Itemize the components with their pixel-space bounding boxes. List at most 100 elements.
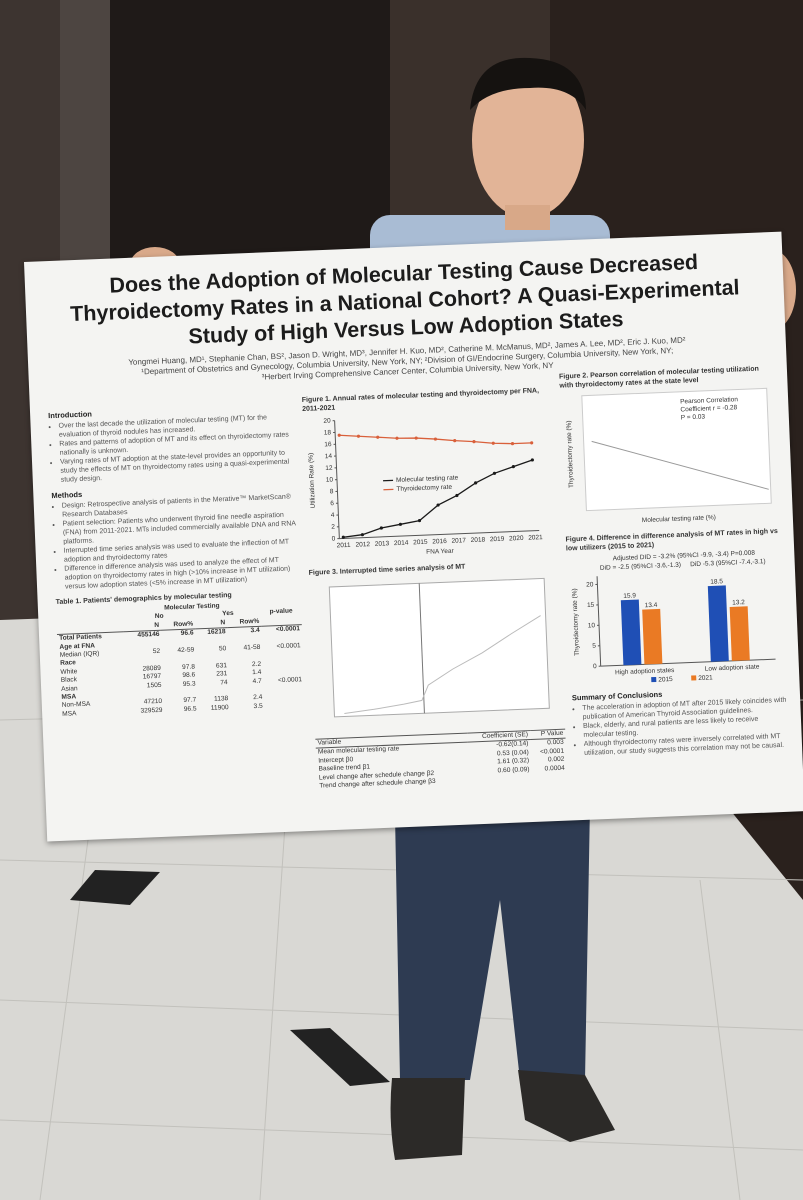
y-tick-label: 10 xyxy=(588,622,596,629)
cell: <0.0001 xyxy=(277,675,303,684)
bullet-list: The acceleration in adoption of MT after… xyxy=(572,696,789,759)
point xyxy=(455,493,459,498)
bullet-list: Design: Retrospective analysis of patien… xyxy=(52,492,300,592)
cell: 3.5 xyxy=(253,702,263,711)
left-column: Introduction Over the last decade the ut… xyxy=(48,401,305,719)
point xyxy=(472,440,476,444)
y-tick-label: 4 xyxy=(331,512,335,519)
legend-label: 2015 xyxy=(658,676,673,684)
cell: <0.0001 xyxy=(275,625,301,634)
point xyxy=(395,436,399,440)
cell: 74 xyxy=(220,678,228,687)
x-tick-label: Low adoption state xyxy=(705,664,760,673)
y-tick-label: 12 xyxy=(325,465,333,472)
floor-vent xyxy=(290,1028,390,1086)
point xyxy=(530,441,534,445)
y-axis xyxy=(596,576,602,667)
y-tick-label: 5 xyxy=(592,643,596,650)
cell: 96.5 xyxy=(183,705,197,713)
y-tick-label: 14 xyxy=(325,453,333,460)
y-tick-label: 18 xyxy=(324,429,332,436)
point xyxy=(530,458,534,462)
plot-frame xyxy=(328,577,550,718)
y-axis-label: Utilization Rate (%) xyxy=(308,453,317,509)
poster: Does the Adoption of Molecular Testing C… xyxy=(24,231,803,842)
cell: 329529 xyxy=(140,706,163,715)
point xyxy=(376,435,380,439)
x-tick-label: 2019 xyxy=(490,536,505,544)
figure2-chart: Pearson Correlation Coefficient r = -0.2… xyxy=(566,387,772,524)
y-tick-label: 15 xyxy=(587,602,595,609)
y-tick-label: 0 xyxy=(332,535,336,542)
trend-line xyxy=(344,615,541,715)
figure1-chart: 0 2 4 6 8 10 12 14 16 18 20 2011 2012 2013 2014 2015 201… xyxy=(308,418,544,556)
cell: 0.0004 xyxy=(544,764,565,773)
series-line xyxy=(343,459,533,538)
cell: 96.6 xyxy=(180,629,194,638)
cell: 50 xyxy=(218,645,227,653)
bar xyxy=(642,608,663,665)
cell: 1505 xyxy=(146,681,162,690)
x-tick-label: 2014 xyxy=(394,540,409,548)
x-axis-label: FNA Year xyxy=(426,548,455,556)
y-tick-label: 20 xyxy=(323,418,331,425)
value-label: 13.2 xyxy=(732,599,745,607)
point xyxy=(379,526,383,530)
y-tick-label: 6 xyxy=(330,500,334,507)
point xyxy=(341,535,345,539)
value-label: 15.9 xyxy=(623,592,636,600)
value-label: 18.5 xyxy=(710,578,723,586)
cell: 455146 xyxy=(137,631,160,639)
y-tick-label: 2 xyxy=(331,524,335,531)
annotation: Pearson Correlation xyxy=(680,396,738,405)
y-tick-label: 10 xyxy=(326,476,334,483)
x-tick-label: 2016 xyxy=(432,538,447,546)
x-tick-label: 2012 xyxy=(355,541,370,549)
value-label: 13.4 xyxy=(645,602,658,610)
cell: 95.3 xyxy=(182,680,196,688)
x-axis xyxy=(339,530,540,540)
x-tick-label: 2011 xyxy=(337,542,352,550)
y-tick-label: 8 xyxy=(330,488,334,495)
legend-swatch xyxy=(651,676,657,683)
legend-label: 2021 xyxy=(698,674,713,682)
point xyxy=(511,465,516,469)
did-label: DiD -5.3 (95%CI -7.4,-3.1) xyxy=(690,558,766,568)
point xyxy=(436,503,440,507)
point xyxy=(356,434,361,438)
regression-line xyxy=(591,440,769,490)
y-tick-label: 20 xyxy=(586,581,594,588)
x-axis-label: Molecular testing rate (%) xyxy=(642,514,716,524)
y-tick-label: 16 xyxy=(324,441,332,448)
figure3-chart xyxy=(328,577,550,718)
point xyxy=(414,436,418,440)
annotation: P = 0.03 xyxy=(681,413,706,421)
x-tick-label: 2020 xyxy=(509,535,524,543)
column-header: p-value xyxy=(269,607,293,616)
point xyxy=(453,439,457,443)
y-axis-label: Thyroidectomy rate (%) xyxy=(571,588,581,656)
bar xyxy=(620,599,642,666)
point xyxy=(360,533,365,537)
cell: 42-59 xyxy=(177,646,195,655)
shoe xyxy=(390,1078,465,1160)
cell: 41-58 xyxy=(243,643,261,652)
cell: <0.0001 xyxy=(276,642,301,651)
y-axis-label: Thyroidectomy rate (%) xyxy=(566,420,576,488)
hair xyxy=(470,57,586,110)
cell: 0.60 (0.09) xyxy=(497,765,530,775)
plot-frame xyxy=(581,387,772,512)
middle-column: Figure 1. Annual rates of molecular test… xyxy=(302,386,568,791)
legend-swatch xyxy=(691,675,697,681)
point xyxy=(417,518,422,523)
cell: 4.7 xyxy=(252,677,262,685)
cell: MSA xyxy=(62,710,77,718)
point xyxy=(398,522,403,526)
jeans xyxy=(395,805,590,1080)
shoe xyxy=(518,1070,615,1142)
x-tick-label: 2018 xyxy=(471,536,486,544)
bar xyxy=(707,585,729,662)
bar xyxy=(729,606,750,661)
bullet-list: Over the last decade the utilization of … xyxy=(48,412,295,485)
x-tick-label: 2015 xyxy=(413,539,428,547)
